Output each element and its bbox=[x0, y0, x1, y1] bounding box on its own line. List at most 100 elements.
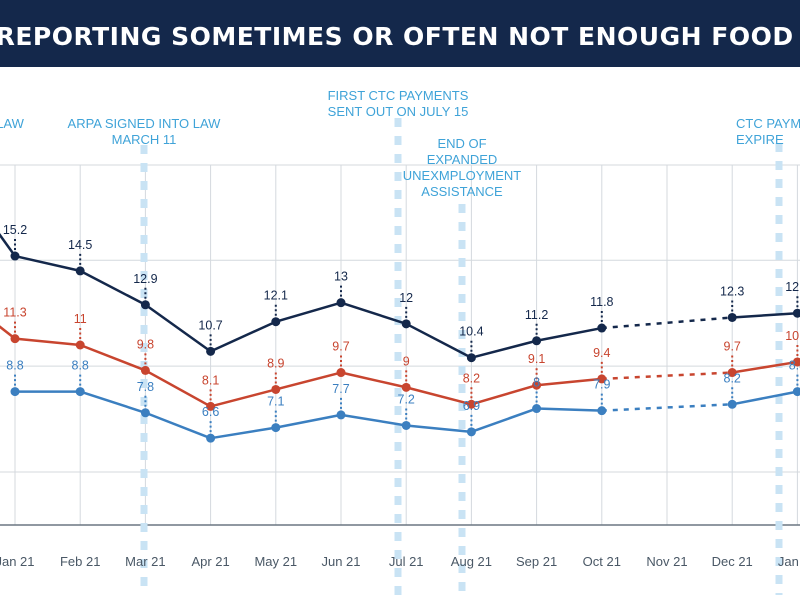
data-label: 7.9 bbox=[593, 378, 610, 392]
data-point bbox=[140, 300, 150, 310]
data-label: 8.8 bbox=[6, 359, 23, 373]
series-line-segment bbox=[0, 325, 16, 340]
x-tick-label: Mar 21 bbox=[125, 554, 165, 569]
data-label: 9.4 bbox=[593, 346, 610, 360]
series-line-segment bbox=[406, 424, 472, 434]
data-point bbox=[75, 340, 85, 350]
data-point bbox=[466, 399, 476, 409]
data-point bbox=[206, 401, 216, 411]
data-label: 9.8 bbox=[137, 337, 154, 351]
data-labels: 15.2 14.5 12.9 10.7 12.1 13 12 10.4 11.2 11.8 12.3… bbox=[3, 223, 800, 433]
x-tick-label: Jan 22 bbox=[778, 554, 800, 569]
event-label: ASSISTANCE bbox=[421, 184, 503, 199]
event-label: LAW bbox=[0, 116, 25, 131]
data-point bbox=[271, 384, 281, 394]
data-label: 11.8 bbox=[590, 295, 613, 309]
event-label: UNEXMPLOYMENT bbox=[403, 168, 522, 183]
data-label: 12.9 bbox=[133, 272, 157, 286]
series-lines bbox=[0, 233, 800, 443]
data-point bbox=[597, 406, 607, 416]
data-label: 13 bbox=[334, 270, 348, 284]
data-point bbox=[792, 357, 800, 367]
data-point bbox=[140, 408, 150, 418]
data-point bbox=[532, 336, 542, 346]
event-label: FIRST CTC PAYMENTS bbox=[328, 88, 469, 103]
data-point bbox=[727, 368, 737, 378]
series-line-segment bbox=[731, 390, 798, 406]
data-point bbox=[401, 319, 411, 329]
data-point bbox=[75, 266, 85, 276]
data-point bbox=[792, 308, 800, 318]
series-line-segment bbox=[275, 413, 342, 429]
series-line-segment bbox=[732, 311, 798, 319]
data-point bbox=[532, 404, 542, 414]
data-label: 12.5 bbox=[785, 280, 800, 294]
data-point bbox=[336, 368, 346, 378]
event-label: CTC PAYMENTS bbox=[736, 116, 800, 131]
x-tick-label: Dec 21 bbox=[712, 554, 753, 569]
series-line-segment bbox=[0, 233, 17, 257]
x-tick-label: Aug 21 bbox=[451, 554, 492, 569]
data-label: 7.8 bbox=[137, 380, 154, 394]
data-point bbox=[10, 334, 20, 344]
series-line-segment bbox=[340, 301, 407, 326]
data-label: 8.9 bbox=[267, 356, 284, 370]
event-label: END OF bbox=[437, 136, 486, 151]
series-line-segment bbox=[470, 407, 538, 434]
data-label: 7.2 bbox=[398, 392, 415, 406]
event-label: EXPANDED bbox=[427, 152, 498, 167]
data-label: 8 bbox=[533, 376, 540, 390]
series-line-segment bbox=[275, 371, 342, 391]
event-label: EXPIRE bbox=[736, 132, 784, 147]
series-line-segment bbox=[144, 303, 212, 353]
data-label: 6.9 bbox=[463, 399, 480, 413]
series-line-segment bbox=[536, 326, 603, 342]
data-point bbox=[271, 423, 281, 433]
data-label: 11.3 bbox=[3, 306, 26, 320]
series-line-segment bbox=[14, 337, 81, 347]
series-line-segment bbox=[536, 377, 602, 387]
x-tick-label: Apr 21 bbox=[191, 554, 229, 569]
data-label: 8.2 bbox=[724, 371, 741, 385]
data-label: 7.7 bbox=[332, 382, 349, 396]
data-point bbox=[727, 312, 737, 322]
data-label: 12.1 bbox=[264, 289, 288, 303]
data-point bbox=[75, 387, 85, 397]
series-line-segment bbox=[79, 343, 146, 372]
data-label: 8.2 bbox=[463, 371, 480, 385]
series-line-segment bbox=[471, 339, 537, 359]
data-point bbox=[140, 365, 150, 375]
x-tick-label: May 21 bbox=[254, 554, 297, 569]
series-line-segment bbox=[79, 269, 146, 306]
data-point bbox=[10, 251, 20, 261]
data-point bbox=[401, 382, 411, 392]
data-label: 9.7 bbox=[724, 340, 741, 354]
data-point bbox=[336, 410, 346, 420]
x-tick-label: Jun 21 bbox=[321, 554, 360, 569]
series-line-segment bbox=[405, 322, 472, 359]
data-point bbox=[597, 374, 607, 384]
x-tick-label: Oct 21 bbox=[583, 554, 621, 569]
data-point bbox=[466, 353, 476, 363]
chart-title: RESPONDENTS REPORTING SOMETIMES OR OFTEN… bbox=[0, 22, 800, 51]
series-line-segment bbox=[340, 413, 407, 427]
series-line-segment bbox=[731, 360, 798, 374]
data-label: 8.8 bbox=[72, 359, 89, 373]
x-tick-label: Feb 21 bbox=[60, 554, 100, 569]
series-line-segment bbox=[471, 384, 537, 406]
series-line-segment bbox=[144, 411, 212, 440]
data-label: 9 bbox=[403, 354, 410, 368]
series-line-segment bbox=[536, 407, 602, 412]
data-label: 12.3 bbox=[720, 284, 744, 298]
x-tick-label: Nov 21 bbox=[646, 554, 687, 569]
event-label: SENT OUT ON JULY 15 bbox=[328, 104, 469, 119]
data-point bbox=[792, 387, 800, 397]
x-tick-label: Jul 21 bbox=[389, 554, 424, 569]
series-line-segment bbox=[275, 301, 342, 323]
data-point bbox=[401, 420, 411, 430]
series-line-segment bbox=[144, 369, 212, 408]
data-label: 11 bbox=[74, 312, 87, 326]
data-point bbox=[10, 387, 20, 397]
data-point bbox=[271, 317, 281, 327]
